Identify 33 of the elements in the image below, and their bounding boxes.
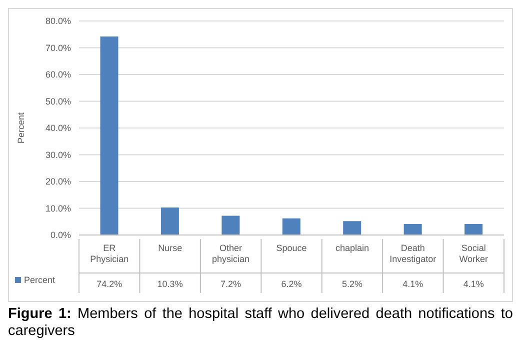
data-label: 4.1% (463, 279, 484, 289)
bar (464, 224, 483, 235)
x-tick-label: Spouce (276, 243, 307, 253)
x-tick-label: Nurse (158, 243, 182, 253)
bar (160, 207, 179, 235)
x-tick-label: chaplain (335, 243, 369, 253)
y-tick-label: 60.0% (45, 70, 71, 80)
y-tick-label: 70.0% (45, 42, 71, 53)
legend-label: Percent (24, 275, 56, 285)
bar (404, 224, 422, 235)
y-tick-label: 10.0% (45, 203, 71, 214)
data-label: 5.2% (342, 279, 362, 289)
data-label: 4.1% (402, 279, 424, 289)
bar (343, 221, 362, 235)
y-tick-label: 20.0% (45, 176, 71, 187)
data-label: 10.3% (157, 279, 183, 289)
x-tick-label: Social Worker (459, 243, 488, 264)
data-label: 6.2% (281, 279, 302, 289)
data-label: 7.2% (220, 279, 242, 289)
y-tick-label: 40.0% (45, 123, 71, 134)
y-tick-label: 80.0% (45, 16, 71, 26)
x-tick-label: Death Investigator (390, 243, 436, 264)
y-tick-label: 50.0% (45, 96, 71, 106)
bar (100, 36, 118, 235)
y-axis-title: Percent (16, 112, 26, 144)
bar (282, 218, 300, 235)
caption: Figure 1: Members of the hospital staff who delivered death notifications to caregivers (8, 306, 513, 340)
x-tick-label: Other physician (212, 243, 250, 264)
x-tick-label: ER Physician (90, 243, 129, 264)
bar (222, 216, 240, 235)
y-tick-label: 30.0% (45, 150, 71, 160)
data-label: 74.2% (96, 279, 122, 289)
y-tick-label: 0.0% (50, 230, 71, 240)
